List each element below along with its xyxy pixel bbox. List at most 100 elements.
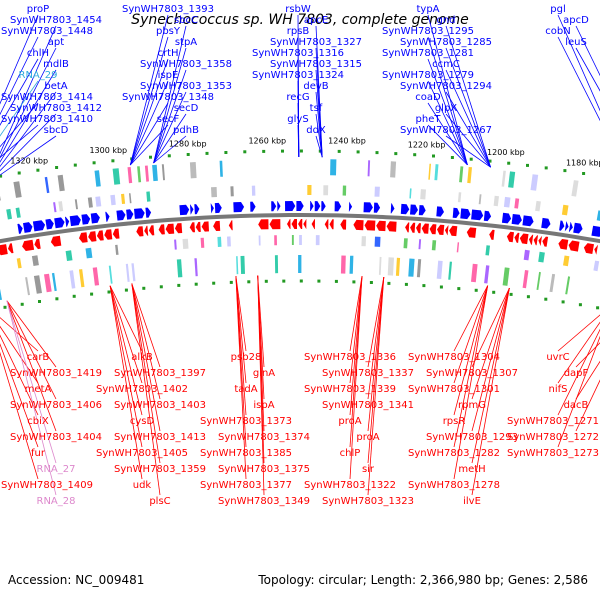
gene-arrow [201, 221, 209, 232]
cog-box [121, 193, 126, 204]
label-leader-line [427, 80, 468, 165]
gene-label: SynWH7803_1316 [252, 48, 344, 59]
gene-label: SynWH7803_1281 [382, 48, 474, 59]
label-leader-line [0, 135, 57, 176]
cog-box [236, 256, 239, 275]
scale-dot [507, 161, 511, 165]
gene-arrow [8, 243, 14, 254]
label-leader-line [427, 124, 468, 166]
gene-label: proA [338, 416, 361, 427]
scale-dot [526, 163, 529, 167]
cog-box [33, 275, 42, 294]
gene-arrow [376, 220, 386, 232]
gene-label: RNA_29 [19, 70, 58, 81]
gene-arrow [594, 244, 598, 255]
label-leader-line [129, 80, 169, 166]
gene-arrow [22, 239, 35, 251]
gene-label: proA [356, 432, 379, 443]
gene-arrow [514, 232, 520, 243]
gene-arrow [32, 220, 46, 232]
scale-dot [422, 284, 426, 288]
label-leader-line [367, 277, 385, 496]
gene-arrow [564, 221, 569, 232]
scale-dot [563, 169, 567, 173]
gene-arrow [17, 223, 23, 234]
scale-dot [55, 166, 59, 169]
gene-arrow [400, 203, 410, 215]
cog-box [25, 277, 30, 296]
inner-dot-ring [3, 279, 600, 310]
gene-arrow [23, 222, 33, 233]
scale-dot [38, 300, 41, 303]
gene-label: mdlB [43, 59, 69, 70]
scale-dot [334, 279, 338, 283]
gene-label: chlH [27, 48, 49, 59]
gene-arrow [364, 220, 376, 231]
gene-label: SynWH7803_1304 [408, 352, 500, 363]
scale-dot [596, 306, 600, 310]
gene-label: pheT [416, 114, 442, 125]
gene-arrow [269, 219, 281, 230]
scale-dot [72, 294, 76, 298]
label-leader-line [129, 36, 169, 166]
gene-arrow [410, 222, 416, 233]
gene-label: SynWH7803_1419 [10, 368, 102, 379]
gene-label: leuS [565, 37, 587, 48]
scale-dot [492, 290, 496, 294]
gene-label: SynWH7803_1414 [1, 92, 93, 103]
cog-box [315, 235, 320, 246]
gene-label: plsC [149, 496, 170, 507]
gene-arrow [34, 238, 41, 250]
cog-box [467, 167, 472, 184]
cog-box [478, 194, 482, 205]
label-leader-line [557, 36, 600, 122]
cog-box [211, 187, 217, 198]
cog-box [0, 288, 2, 301]
cog-box [493, 195, 499, 207]
scale-dot [17, 171, 21, 175]
gene-arrow [96, 230, 104, 241]
gene-label: SynWH7803_1403 [114, 400, 206, 411]
gene-label: SynWH7803_1327 [270, 37, 362, 48]
gene-label: pgl [550, 4, 565, 15]
label-leader-line [0, 317, 39, 352]
scale-dot [124, 288, 128, 292]
cog-box [387, 257, 394, 276]
label-leader-line [453, 285, 489, 384]
kbp-tick-label: 1280 kbp [169, 140, 207, 149]
label-leader-line [453, 285, 489, 352]
cog-box [549, 273, 556, 293]
scale-dot [142, 286, 146, 290]
cog-box [0, 195, 1, 201]
cog-box [129, 193, 132, 204]
outer-dot-ring [0, 149, 586, 178]
gene-arrow [418, 205, 426, 216]
gene-arrow [466, 227, 477, 238]
gene-label: SynWH7803_1393 [122, 4, 214, 15]
gene-arrow [271, 201, 277, 212]
label-leader-line [6, 300, 57, 432]
cog-box [535, 200, 541, 212]
cog-box [137, 166, 142, 183]
cog-box [501, 170, 506, 187]
cog-box [131, 263, 136, 282]
scale-dot [457, 287, 461, 291]
cog-box [436, 260, 443, 279]
cog-box [227, 236, 231, 247]
gene-label: SynWH7803_1375 [218, 464, 310, 475]
gene-label: coaD [415, 92, 441, 103]
cog-box [349, 255, 354, 274]
gene-arrow [116, 210, 126, 221]
label-leader-line [453, 285, 489, 480]
gene-label: SynWH7803_1295 [382, 26, 474, 37]
cog-box [448, 261, 452, 280]
scale-dot [299, 149, 303, 153]
cog-box [44, 273, 52, 293]
cog-box [418, 239, 422, 250]
gene-label: SynWH7803_1272 [507, 432, 599, 443]
gene-label: sbcD [44, 125, 69, 136]
gene-label: cysD [130, 416, 155, 427]
cog-box [112, 168, 121, 185]
gene-arrow [390, 203, 395, 214]
cog-box [307, 185, 312, 195]
